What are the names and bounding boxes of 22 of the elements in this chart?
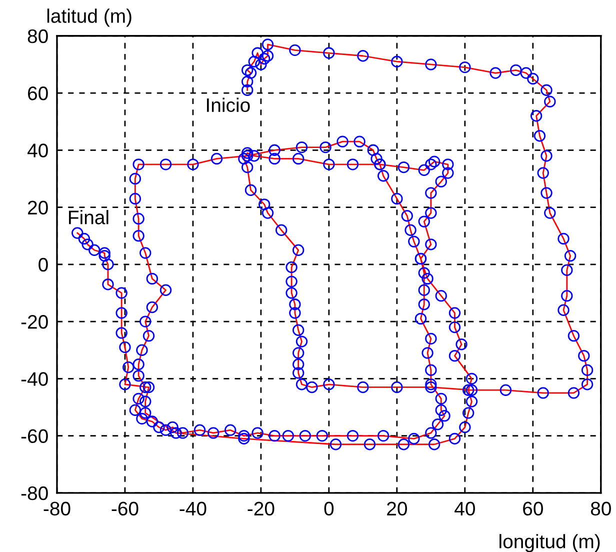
x-tick-label: -60 — [112, 502, 138, 516]
y-tick-label: 40 — [27, 144, 48, 158]
y-tick-label: -40 — [21, 372, 48, 386]
x-tick-label: -20 — [248, 502, 274, 516]
y-tick-label: -60 — [21, 429, 48, 444]
annotation: Final — [69, 210, 108, 224]
x-axis-title: longitud (m) — [500, 534, 600, 552]
y-tick-label: 80 — [28, 29, 48, 44]
x-tick-label: 40 — [454, 502, 475, 516]
x-tick-label: 20 — [387, 502, 407, 516]
y-tick-label: -20 — [21, 315, 48, 329]
annotation: Inicio — [207, 98, 250, 112]
y-tick-label: -80 — [21, 486, 48, 500]
y-tick-label: 20 — [28, 200, 48, 215]
y-tick-label: 0 — [38, 258, 48, 272]
x-tick-label: -40 — [180, 502, 206, 516]
x-tick-label: -80 — [44, 502, 70, 516]
x-tick-label: 60 — [523, 502, 543, 516]
y-axis-title: latitud (m) — [47, 8, 132, 27]
x-tick-label: 80 — [590, 502, 611, 516]
x-tick-label: 0 — [324, 502, 334, 516]
y-tick-label: 60 — [28, 86, 48, 100]
